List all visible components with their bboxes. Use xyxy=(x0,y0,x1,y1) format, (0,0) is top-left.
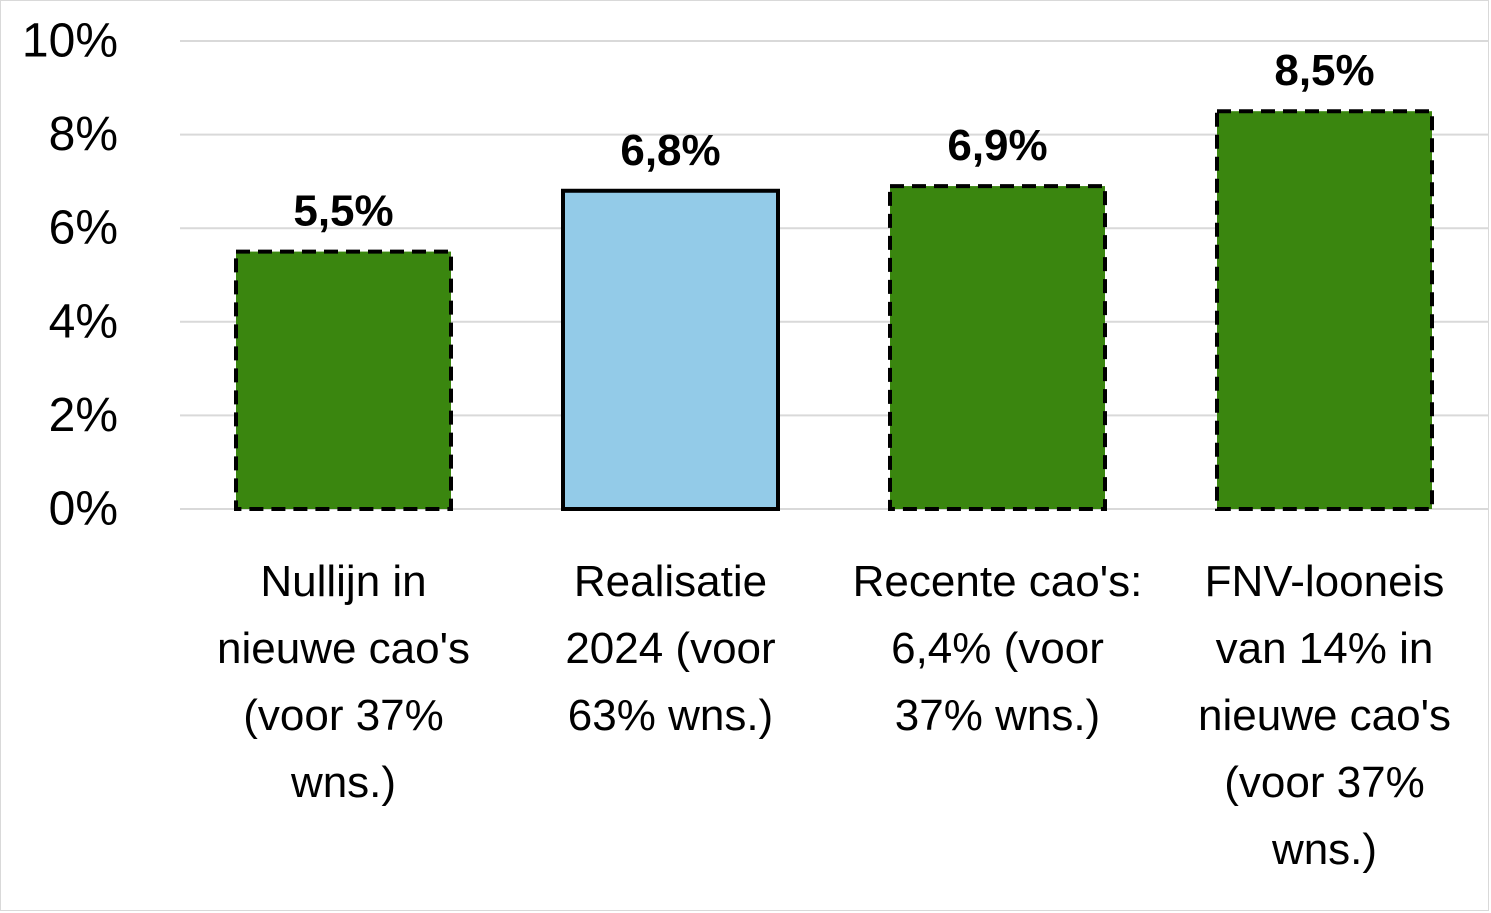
category-label-3: FNV-looneis van 14% in nieuwe cao's (voor 3… xyxy=(1198,557,1451,874)
bar-fill-1 xyxy=(563,190,778,509)
category-label-3-line-2: nieuwe cao's xyxy=(1198,691,1451,740)
category-label-1-line-1: 2024 (voor xyxy=(565,624,775,673)
category-label-0: Nullijn in nieuwe cao's (voor 37% wns.) xyxy=(217,557,470,807)
category-label-2-line-2: 37% wns.) xyxy=(895,691,1100,740)
data-label-3: 8,5% xyxy=(1274,46,1374,95)
data-label-0: 5,5% xyxy=(293,187,393,236)
bar-2 xyxy=(888,184,1107,512)
y-tick-label-5: 10% xyxy=(22,15,118,68)
category-label-2: Recente cao's: 6,4% (voor 37% wns.) xyxy=(853,557,1143,740)
bar-1 xyxy=(561,188,780,511)
bar-fill-2 xyxy=(890,186,1105,509)
category-label-3-line-1: van 14% in xyxy=(1216,624,1434,673)
category-label-0-line-3: wns.) xyxy=(290,758,396,807)
category-label-3-line-0: FNV-looneis xyxy=(1205,557,1445,606)
y-tick-label-4: 8% xyxy=(49,108,118,161)
category-label-2-line-0: Recente cao's: xyxy=(853,557,1143,606)
category-label-0-line-0: Nullijn in xyxy=(260,557,426,606)
y-tick-label-1: 2% xyxy=(49,389,118,442)
category-label-1-line-0: Realisatie xyxy=(574,557,767,606)
bar-fill-0 xyxy=(236,251,451,509)
category-label-3-line-4: wns.) xyxy=(1271,825,1377,874)
category-label-2-line-1: 6,4% (voor xyxy=(891,624,1104,673)
data-label-2: 6,9% xyxy=(947,121,1047,170)
category-label-0-line-2: (voor 37% xyxy=(243,691,444,740)
y-tick-label-2: 4% xyxy=(49,295,118,348)
category-label-3-line-3: (voor 37% xyxy=(1224,758,1425,807)
category-label-1: Realisatie 2024 (voor 63% wns.) xyxy=(565,557,775,740)
y-tick-label-3: 6% xyxy=(49,202,118,255)
data-label-1: 6,8% xyxy=(620,126,720,175)
bar-fill-3 xyxy=(1217,111,1432,509)
y-tick-label-0: 0% xyxy=(49,483,118,536)
bar-0 xyxy=(234,249,453,511)
category-label-1-line-2: 63% wns.) xyxy=(568,691,773,740)
category-label-0-line-1: nieuwe cao's xyxy=(217,624,470,673)
